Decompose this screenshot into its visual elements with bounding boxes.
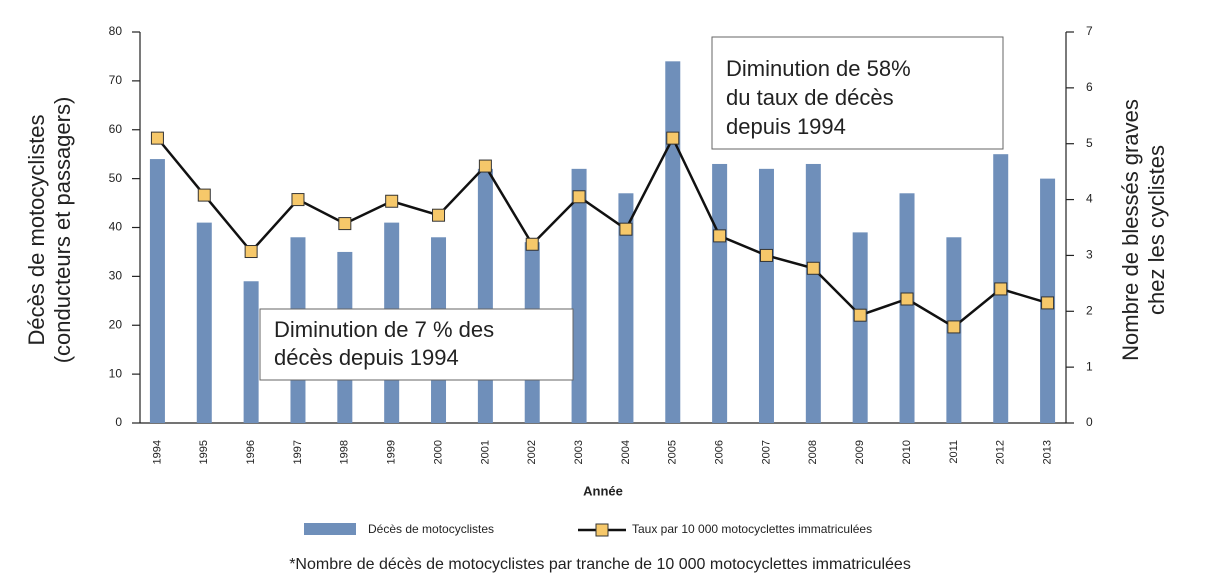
bar [571, 168, 587, 423]
y2-tick-label: 0 [1086, 415, 1093, 429]
x-tick-label: 2011 [948, 440, 960, 464]
marker [806, 261, 820, 275]
marker [759, 248, 773, 262]
marker [244, 245, 258, 259]
legend-swatch [304, 523, 356, 535]
bar [243, 281, 259, 423]
y2-tick-label: 5 [1086, 136, 1093, 150]
x-tick-label: 2006 [714, 440, 726, 464]
y2-tick-label: 6 [1086, 80, 1093, 94]
marker [432, 208, 446, 222]
x-tick-label: 2000 [432, 440, 444, 464]
y-tick-label: 60 [109, 122, 123, 136]
legend-label: Taux par 10 000 motocyclettes immatricul… [632, 522, 872, 536]
x-tick-label: 2012 [995, 440, 1007, 464]
x-tick-label: 2009 [854, 440, 866, 464]
annotation-box [259, 308, 574, 381]
marker [338, 217, 352, 231]
x-tick-label: 2003 [573, 440, 585, 464]
marker [150, 131, 164, 145]
y-axis-title: (conducteurs et passagers) [50, 97, 75, 364]
marker [1041, 296, 1055, 310]
bar [852, 232, 868, 423]
x-tick-label: 2004 [620, 440, 632, 464]
marker [525, 237, 539, 251]
x-tick-label: 2008 [807, 440, 819, 464]
bar [899, 193, 915, 423]
x-tick-label: 2001 [479, 440, 491, 464]
marker [619, 222, 633, 236]
marker [478, 159, 492, 173]
y-tick-label: 10 [109, 366, 123, 380]
marker [853, 308, 867, 322]
y-tick-label: 0 [115, 415, 122, 429]
y-tick-label: 30 [109, 269, 123, 283]
x-tick-label: 1998 [339, 440, 351, 464]
y-axis-title: Décès de motocyclistes [24, 114, 49, 345]
y-tick-label: 40 [109, 220, 123, 234]
y2-tick-label: 7 [1086, 24, 1093, 38]
x-tick-label: 1999 [386, 440, 398, 464]
x-tick-label: 2002 [526, 440, 538, 464]
annotation-text: Diminution de 58% [726, 56, 911, 81]
y2-axis-title: Nombre de blessés graves [1118, 99, 1143, 361]
marker [900, 292, 914, 306]
legend-marker [595, 523, 609, 537]
bar [618, 193, 634, 423]
annotation-text: depuis 1994 [726, 114, 846, 139]
x-tick-label: 2005 [667, 440, 679, 464]
x-tick-label: 1996 [245, 440, 257, 464]
annotation-text: décès depuis 1994 [274, 345, 459, 370]
marker [713, 229, 727, 243]
y2-tick-label: 4 [1086, 192, 1093, 206]
line [156, 135, 1048, 329]
bar [712, 163, 728, 423]
y-tick-label: 70 [109, 73, 123, 87]
bar [758, 168, 774, 423]
bar [477, 168, 493, 423]
x-tick-label: 1997 [292, 440, 304, 464]
marker [572, 190, 586, 204]
x-tick-label: 1995 [198, 440, 210, 464]
y-tick-label: 50 [109, 171, 123, 185]
x-tick-label: 2013 [1041, 440, 1053, 464]
footnote: *Nombre de décès de motocyclistes par tr… [289, 556, 911, 573]
marker [385, 194, 399, 208]
x-tick-label: 2010 [901, 440, 913, 464]
x-tick-label: 2007 [760, 440, 772, 464]
y2-tick-label: 1 [1086, 359, 1093, 373]
annotation-text: Diminution de 7 % des [274, 317, 494, 342]
bar [196, 222, 212, 423]
annotation-text: du taux de décès [726, 85, 894, 110]
y-tick-label: 20 [109, 317, 123, 331]
marker [291, 193, 305, 207]
legend-label: Décès de motocyclistes [368, 522, 494, 536]
bar [665, 61, 681, 423]
x-axis-title: Année [583, 483, 623, 498]
annotation-box [711, 36, 1004, 150]
marker [197, 188, 211, 202]
y2-tick-label: 3 [1086, 248, 1093, 262]
marker [994, 282, 1008, 296]
bar [805, 163, 821, 423]
y-tick-label: 80 [109, 24, 123, 38]
marker [947, 320, 961, 334]
x-tick-label: 1994 [151, 440, 163, 464]
y2-axis-title: chez les cyclistes [1144, 145, 1169, 315]
bar [149, 159, 165, 423]
marker [666, 131, 680, 145]
y2-tick-label: 2 [1086, 303, 1093, 317]
